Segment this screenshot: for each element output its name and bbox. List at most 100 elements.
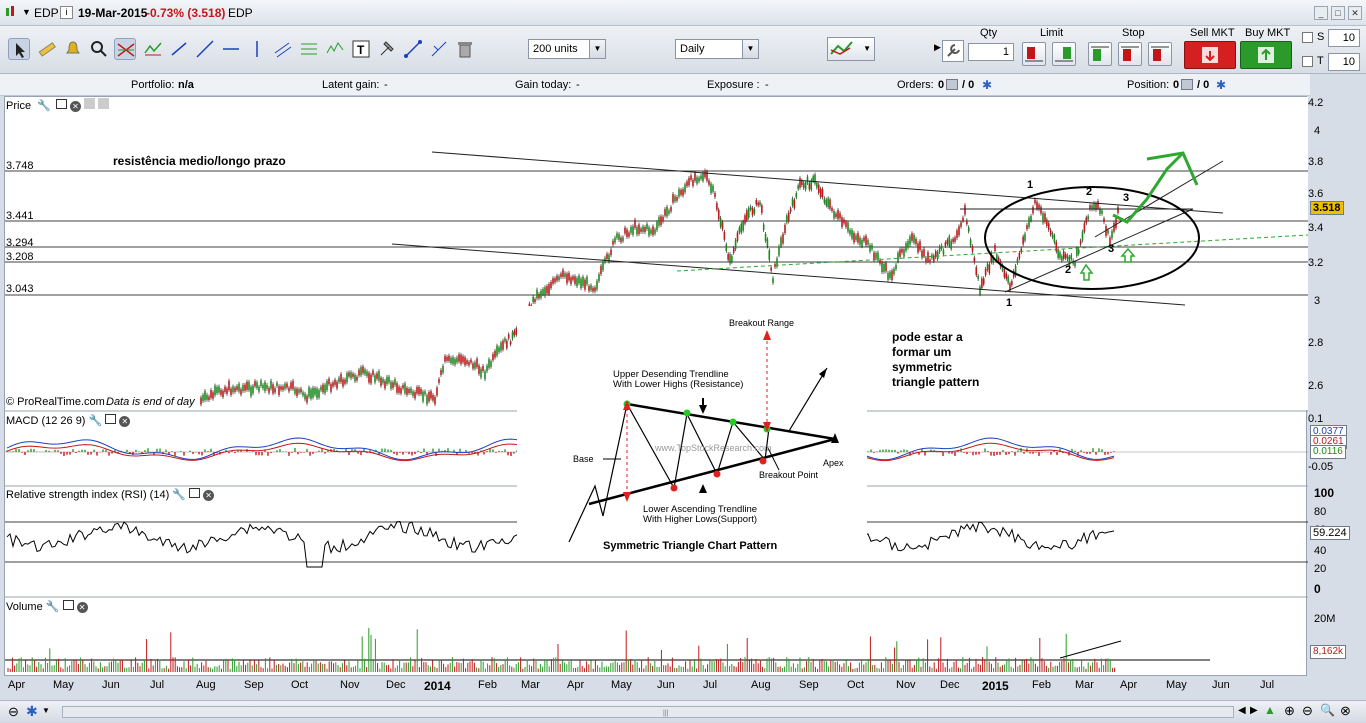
wave-label: 2 xyxy=(1065,264,1071,276)
highlight-ellipse xyxy=(984,186,1200,290)
s-input[interactable]: 10 xyxy=(1328,29,1360,47)
candle-body xyxy=(498,347,500,353)
wrench-button[interactable] xyxy=(942,40,964,62)
scroll-right-icon[interactable]: ▶ xyxy=(1250,705,1258,716)
stop-sell-button[interactable] xyxy=(1118,42,1142,66)
pointer-tool-icon[interactable] xyxy=(8,38,30,60)
info-icon[interactable]: i xyxy=(60,6,73,19)
orders-settings-icon[interactable]: ✱ xyxy=(982,78,993,92)
candle-body xyxy=(845,221,847,228)
chevron-down-icon[interactable]: ▼ xyxy=(742,40,758,58)
candle-body xyxy=(917,243,919,253)
dropdown-icon[interactable]: ▼ xyxy=(22,7,31,17)
chevron-down-icon[interactable]: ▼ xyxy=(589,40,605,58)
horizontal-scrollbar[interactable]: ||| xyxy=(62,706,1234,718)
zoom-icon[interactable] xyxy=(88,38,110,60)
candle-body xyxy=(414,392,416,399)
horizontal-line-icon[interactable] xyxy=(220,38,242,60)
wrench-icon[interactable]: 🔧 xyxy=(45,601,60,613)
trendline-icon[interactable] xyxy=(168,38,190,60)
s-checkbox[interactable] xyxy=(1302,32,1313,43)
sell-mkt-button[interactable] xyxy=(1184,41,1236,69)
candle-body xyxy=(412,391,414,396)
indicator-icon[interactable] xyxy=(142,38,164,60)
limit-buy-button[interactable] xyxy=(1052,42,1076,66)
zoom-chart-icon[interactable]: ▲ xyxy=(1264,703,1276,717)
candle-body xyxy=(849,229,851,235)
chart-type-button[interactable]: ▼ xyxy=(827,37,875,61)
candle-body xyxy=(330,384,332,392)
period-select[interactable]: Daily ▼ xyxy=(675,39,759,59)
stop-buy-button[interactable] xyxy=(1088,42,1112,66)
candle-body xyxy=(368,372,370,383)
up-icon[interactable] xyxy=(84,98,96,109)
fibonacci-icon[interactable] xyxy=(298,38,320,60)
chevron-down-icon[interactable]: ▼ xyxy=(42,706,50,715)
candle-body xyxy=(960,222,962,227)
window-icon[interactable] xyxy=(189,488,201,498)
t-input[interactable]: 10 xyxy=(1328,53,1360,71)
ruler-tool-icon[interactable] xyxy=(36,38,58,60)
window-icon[interactable] xyxy=(62,600,74,610)
x-axis-label: Oct xyxy=(291,679,309,691)
position-settings-icon[interactable]: ✱ xyxy=(1216,78,1227,92)
expand-arrow-icon[interactable]: ▶ xyxy=(934,42,941,52)
candle-body xyxy=(1077,249,1080,254)
candle-body xyxy=(408,388,410,394)
close-icon[interactable]: ✕ xyxy=(203,490,215,501)
scroll-left-icon[interactable]: ◀ xyxy=(1238,705,1246,716)
hammer-icon[interactable] xyxy=(376,38,398,60)
maximize-button[interactable]: □ xyxy=(1331,6,1345,20)
candle-body xyxy=(484,371,486,380)
text-tool-icon[interactable]: T xyxy=(350,38,372,60)
wave-label: 3 xyxy=(1123,192,1129,204)
ray-icon[interactable] xyxy=(194,38,216,60)
wrench-icon[interactable]: 🔧 xyxy=(172,489,186,501)
crosshair-icon[interactable] xyxy=(428,38,450,60)
close-button[interactable]: ✕ xyxy=(1348,6,1362,20)
limit-sell-button[interactable] xyxy=(1022,42,1046,66)
arrows-icon[interactable] xyxy=(402,38,424,60)
vertical-line-icon[interactable] xyxy=(246,38,268,60)
zoom-out-icon[interactable]: ⊖ xyxy=(8,704,19,719)
units-select[interactable]: 200 units ▼ xyxy=(528,39,606,59)
orders-list-icon[interactable] xyxy=(946,79,958,90)
down-icon[interactable] xyxy=(98,98,110,109)
scroll-thumb[interactable]: ||| xyxy=(663,710,669,717)
close-icon[interactable]: ✕ xyxy=(76,602,88,613)
channel-icon[interactable] xyxy=(272,38,294,60)
position-list-icon[interactable] xyxy=(1181,79,1193,90)
alert-bell-icon[interactable] xyxy=(62,38,84,60)
window-icon[interactable] xyxy=(55,99,67,109)
qty-input[interactable]: 1 xyxy=(968,43,1014,61)
stop-trail-button[interactable] xyxy=(1148,42,1172,66)
candle-body xyxy=(855,235,857,240)
close-icon[interactable]: ✕ xyxy=(69,101,81,112)
wave-icon[interactable] xyxy=(324,38,346,60)
t-checkbox[interactable] xyxy=(1302,56,1313,67)
candle-body xyxy=(816,182,818,188)
candle-body xyxy=(266,384,268,389)
chart-settings-icon[interactable]: ✱ xyxy=(26,703,38,719)
candle-body xyxy=(511,331,514,339)
zoom-out-icon-2[interactable]: ⊖ xyxy=(1302,703,1313,718)
magnify-icon[interactable]: 🔍 xyxy=(1320,703,1335,717)
wrench-icon[interactable]: 🔧 xyxy=(88,415,103,427)
wrench-icon[interactable]: 🔧 xyxy=(37,100,51,112)
candle-body xyxy=(704,170,706,178)
window-icon[interactable] xyxy=(105,414,117,424)
chart-icon[interactable] xyxy=(4,5,18,19)
trash-icon[interactable] xyxy=(454,38,476,60)
candle-body xyxy=(740,223,743,233)
fit-icon[interactable]: ⊗ xyxy=(1340,703,1351,718)
buy-mkt-button[interactable] xyxy=(1240,41,1292,69)
triangle-pattern-icon[interactable] xyxy=(114,38,136,60)
minimize-button[interactable]: _ xyxy=(1314,6,1328,20)
close-icon[interactable]: ✕ xyxy=(119,416,131,427)
candle-body xyxy=(827,198,829,208)
zoom-in-icon[interactable]: ⊕ xyxy=(1284,703,1295,718)
sell-mkt-label: Sell MKT xyxy=(1190,27,1235,39)
chart-area[interactable]: 1 2 3 1 2 3 xyxy=(4,96,1308,676)
chevron-down-icon[interactable]: ▼ xyxy=(863,44,871,53)
candle-body xyxy=(806,176,809,184)
